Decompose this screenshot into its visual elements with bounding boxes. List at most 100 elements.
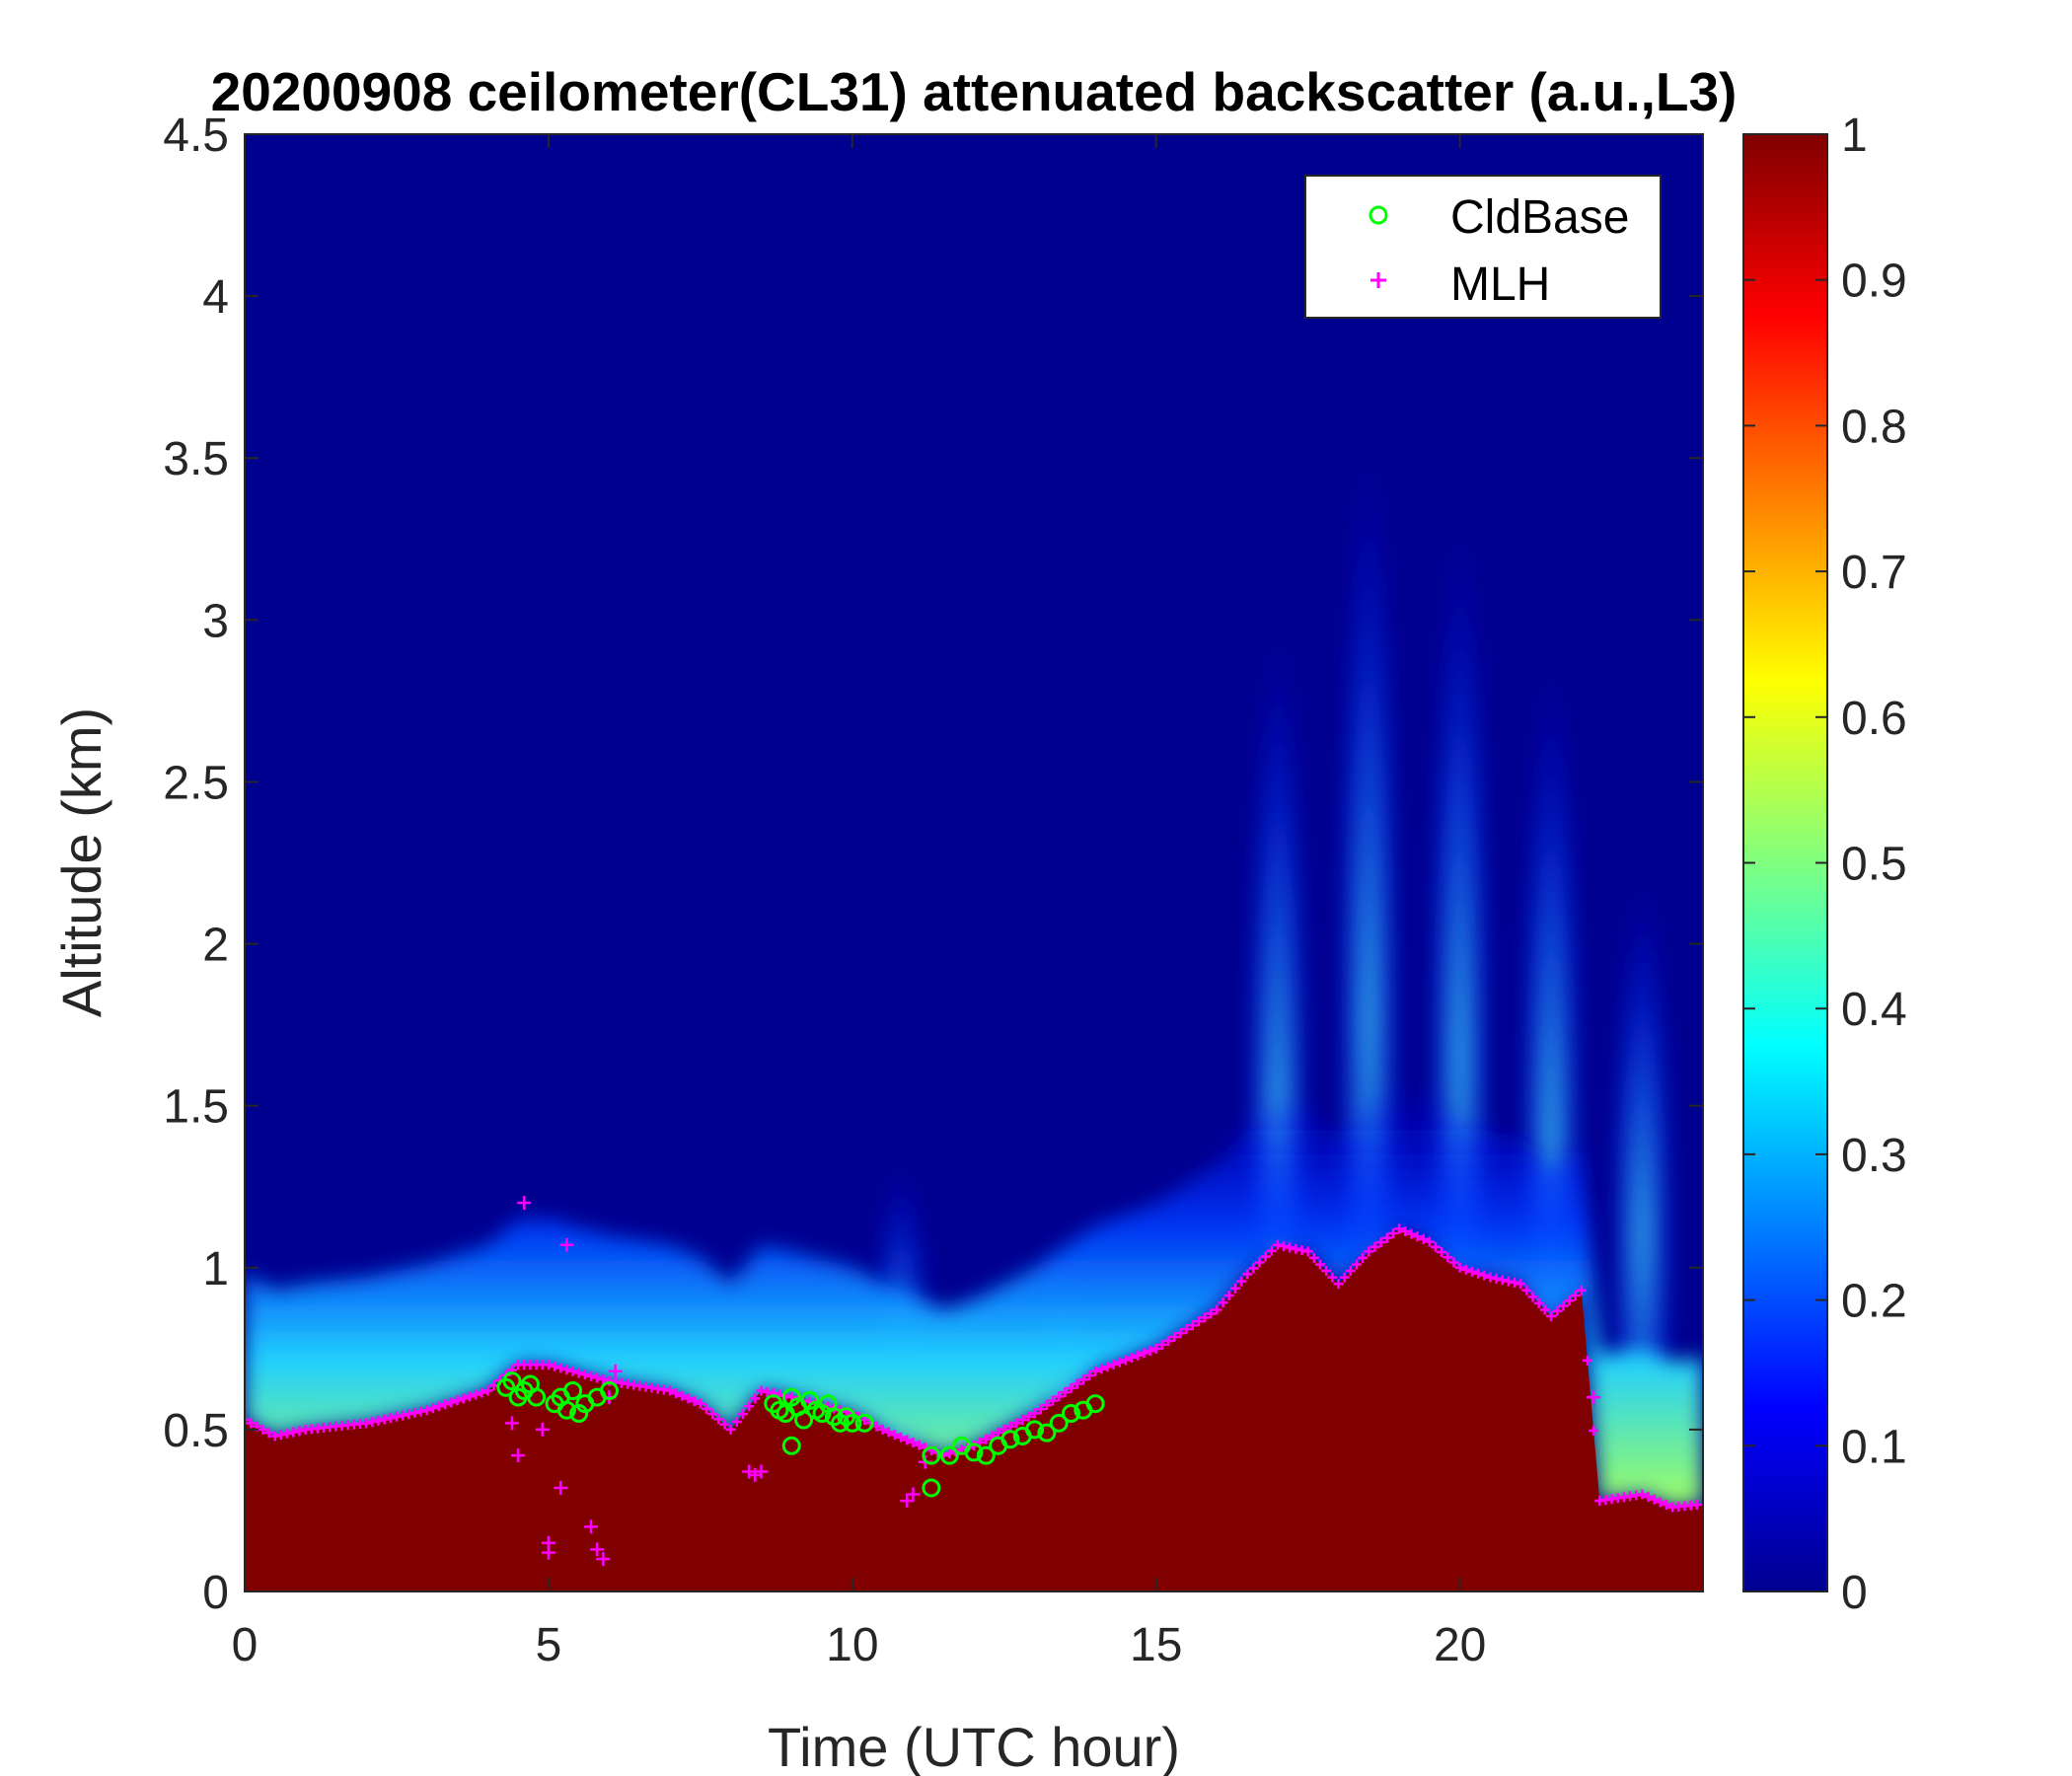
mlh-point (1169, 1332, 1180, 1343)
x-tick-label: 20 (1434, 1619, 1486, 1671)
mlh-point (1035, 1404, 1046, 1415)
mlh-point (373, 1415, 384, 1426)
mlh-point (1120, 1355, 1131, 1366)
mlh-point (756, 1385, 767, 1396)
mlh-point (1552, 1305, 1563, 1316)
mlh-point (1418, 1233, 1429, 1244)
cldbase-point (1062, 1403, 1081, 1423)
mlh-point (906, 1487, 921, 1502)
mlh-point (1248, 1263, 1259, 1274)
mlh-point (1576, 1285, 1587, 1295)
mlh-point (1527, 1292, 1538, 1302)
mlh-point (404, 1409, 414, 1420)
mlh-point (1521, 1285, 1532, 1295)
colorbar-ticks: 0 0.1 0.2 0.3 0.4 0.5 0.6 0.7 0.8 0.9 1 (1743, 110, 1907, 1619)
mlh-point (1206, 1308, 1217, 1319)
mlh-point (586, 1370, 597, 1381)
mlh-point (361, 1418, 372, 1429)
mlh-point (731, 1417, 742, 1428)
mlh-point (1333, 1279, 1344, 1290)
mlh-point (1448, 1257, 1459, 1268)
mlh-point (1308, 1252, 1319, 1263)
y-tick-label: 2.5 (163, 757, 229, 809)
mlh-point (1546, 1311, 1557, 1322)
colorbar-tick-label: 0.4 (1841, 984, 1907, 1036)
mlh-point (1242, 1269, 1253, 1280)
mlh-point (246, 1418, 257, 1429)
legend: CldBase MLH (1304, 175, 1662, 319)
mlh-point (1443, 1252, 1453, 1263)
mlh-point (434, 1401, 445, 1412)
mlh-point (1260, 1251, 1271, 1262)
mlh-point (707, 1409, 718, 1420)
x-tick-label: 0 (232, 1619, 259, 1671)
x-tick-label: 15 (1130, 1619, 1182, 1671)
mlh-point (896, 1432, 907, 1443)
mlh-point (902, 1435, 913, 1445)
mlh-point (1412, 1231, 1423, 1242)
cldbase-point (794, 1410, 814, 1430)
mlh-point (1400, 1226, 1411, 1237)
mlh-point (1662, 1500, 1672, 1511)
cldbase-point (976, 1445, 996, 1465)
y-tick-label: 3.5 (163, 433, 229, 485)
mlh-point (1139, 1348, 1149, 1359)
heatmap (245, 451, 1703, 1591)
mlh-point (471, 1389, 481, 1400)
legend-cldbase-label: CldBase (1450, 191, 1629, 244)
mlh-point (294, 1426, 305, 1437)
cldbase-point (922, 1478, 941, 1498)
mlh-point (1491, 1273, 1502, 1284)
mlh-point (981, 1434, 992, 1444)
mlh-point (1558, 1300, 1569, 1311)
y-axis-label: Altitude (km) (50, 707, 112, 1017)
mlh-point (446, 1397, 457, 1408)
mlh-point (1212, 1304, 1222, 1315)
mlh-point (1358, 1252, 1369, 1263)
legend-mlh-label: MLH (1450, 259, 1550, 311)
mlh-point (258, 1424, 268, 1435)
mlh-point (579, 1369, 590, 1380)
mlh-point (550, 1361, 560, 1371)
mlh-point (908, 1438, 919, 1448)
marker-layer (245, 1196, 1702, 1567)
mlh-point (944, 1448, 955, 1459)
y-tick-label: 2 (202, 920, 229, 972)
mlh-point (584, 1519, 599, 1534)
mlh-point (482, 1385, 493, 1396)
mlh-point (379, 1414, 390, 1425)
mlh-point (713, 1414, 724, 1425)
mlh-point (1691, 1500, 1702, 1511)
mlh-point (517, 1196, 532, 1211)
cldbase-point (843, 1413, 862, 1433)
mlh-point (1339, 1272, 1350, 1283)
mlh-point (1643, 1492, 1654, 1503)
mlh-point (1066, 1382, 1076, 1393)
mlh-point (1539, 1304, 1550, 1315)
mlh-point (1279, 1241, 1290, 1252)
mlh-point (559, 1237, 574, 1252)
mlh-point (671, 1388, 682, 1399)
cldbase-point (1085, 1394, 1105, 1414)
mlh-point (695, 1398, 705, 1409)
mlh-point (1235, 1276, 1246, 1287)
mlh-point (440, 1399, 451, 1410)
mlh-point (464, 1391, 475, 1402)
mlh-point (385, 1413, 396, 1424)
mlh-point (1017, 1415, 1028, 1426)
cldbase-point (964, 1443, 984, 1462)
cldbase-point (569, 1403, 589, 1423)
mlh-point (683, 1393, 694, 1404)
mlh-point (1454, 1262, 1465, 1273)
mlh-point (592, 1372, 603, 1383)
cldbase-point (556, 1400, 576, 1420)
mlh-point (269, 1431, 280, 1442)
mlh-point (1582, 1355, 1592, 1366)
mlh-point (1218, 1297, 1228, 1308)
mlh-point (689, 1396, 700, 1407)
mlh-point (1156, 1339, 1167, 1350)
mlh-point (750, 1393, 761, 1404)
cldbase-point (1025, 1420, 1045, 1440)
mlh-point (367, 1417, 378, 1428)
